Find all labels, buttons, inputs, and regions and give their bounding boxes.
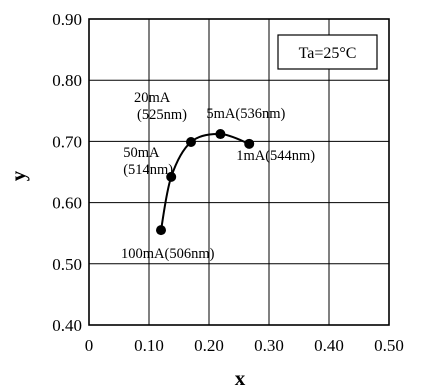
y-tick-label: 0.40 xyxy=(52,316,82,335)
x-tick-label: 0.30 xyxy=(254,336,284,355)
data-label: 5mA(536nm) xyxy=(206,106,285,122)
tick-labels: 0 0.10 0.20 0.30 0.40 0.50 0.40 0.50 0.60 0.70 0.8… xyxy=(52,10,404,355)
data-point xyxy=(166,171,177,182)
condition-box: Ta=25°C xyxy=(277,34,378,70)
y-tick-label: 0.50 xyxy=(52,255,82,274)
grid xyxy=(89,19,389,325)
y-axis-title: y xyxy=(6,170,30,181)
data-label: 20mA (525nm) xyxy=(134,90,187,123)
y-tick-label: 0.90 xyxy=(52,10,82,29)
data-label: 50mA (514nm) xyxy=(123,145,173,178)
data-points xyxy=(156,129,255,236)
data-point xyxy=(156,225,166,236)
x-tick-label: 0.10 xyxy=(134,336,164,355)
y-tick-label: 0.60 xyxy=(52,194,82,213)
data-point xyxy=(186,137,196,148)
x-tick-label: 0 xyxy=(85,336,94,355)
data-point xyxy=(215,129,226,140)
plot-frame xyxy=(88,18,390,326)
data-labels: 100mA(506nm) 50mA (514nm) 20mA (525nm) 5mA(53… xyxy=(121,90,315,262)
data-label: 1mA(544nm) xyxy=(236,148,315,164)
condition-label: Ta=25°C xyxy=(299,45,357,62)
x-axis-title: x xyxy=(235,366,246,390)
x-tick-label: 0.40 xyxy=(314,336,344,355)
data-point xyxy=(244,138,255,149)
x-tick-label: 0.50 xyxy=(374,336,404,355)
y-tick-label: 0.70 xyxy=(52,132,82,151)
x-tick-label: 0.20 xyxy=(194,336,224,355)
y-tick-label: 0.80 xyxy=(52,71,82,90)
data-label: 100mA(506nm) xyxy=(121,246,215,262)
